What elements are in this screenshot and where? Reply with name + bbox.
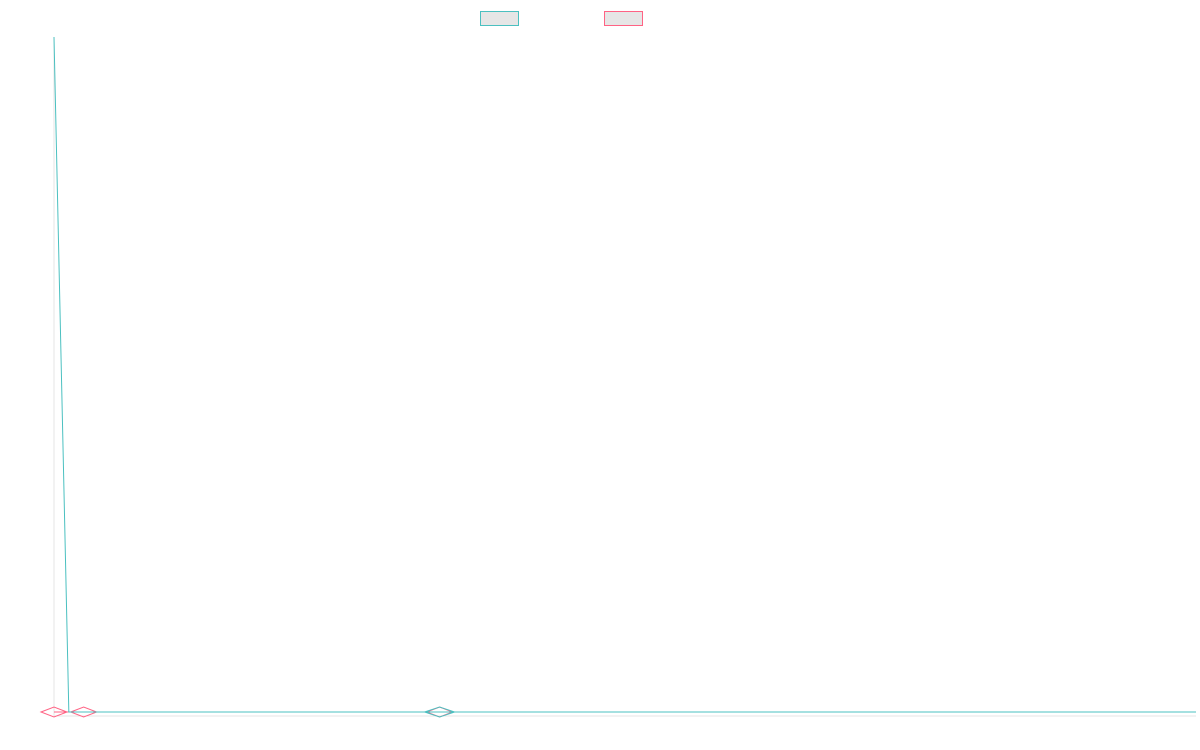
legend [480, 9, 720, 27]
legend-item-series-1[interactable] [480, 9, 525, 27]
legend-swatch-series-2 [604, 10, 643, 26]
series-2-point-0[interactable] [39, 706, 69, 718]
series-1-line [53, 36, 1196, 713]
series-layer [39, 36, 1196, 718]
series-1-point-26[interactable] [423, 706, 457, 718]
legend-item-series-2[interactable] [604, 9, 649, 27]
legend-swatch-series-1 [480, 10, 519, 26]
